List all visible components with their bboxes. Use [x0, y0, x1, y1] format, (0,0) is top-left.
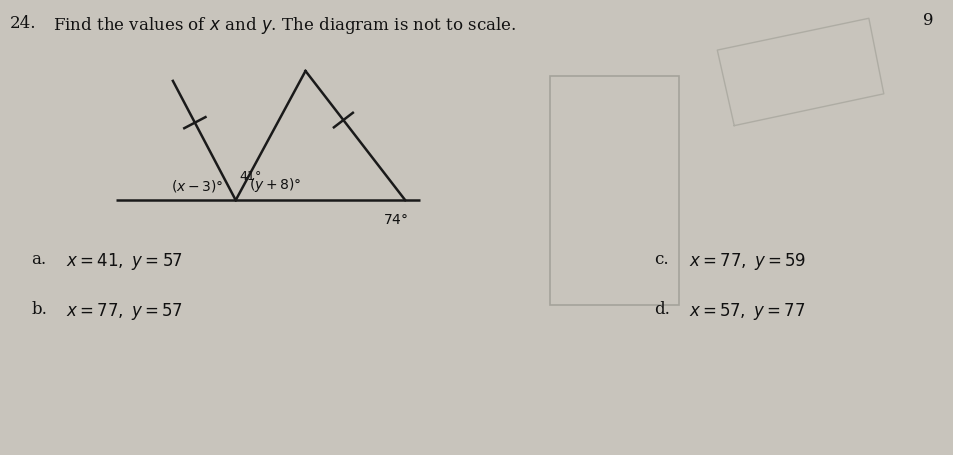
Text: Find the values of $x$ and $y$. The diagram is not to scale.: Find the values of $x$ and $y$. The diag…: [53, 15, 516, 36]
Text: $74°$: $74°$: [382, 212, 408, 227]
Text: $x = 77,\ y = 57$: $x = 77,\ y = 57$: [66, 300, 182, 321]
Text: d.: d.: [654, 300, 670, 317]
Text: c.: c.: [654, 250, 668, 267]
Text: b.: b.: [31, 300, 47, 317]
Text: 24.: 24.: [10, 15, 36, 32]
Text: $x = 77,\ y = 59$: $x = 77,\ y = 59$: [689, 250, 805, 271]
Text: $(y+8)°$: $(y+8)°$: [249, 176, 301, 194]
Text: $(x-3)°$: $(x-3)°$: [171, 178, 224, 194]
Text: a.: a.: [31, 250, 47, 267]
Text: $x = 41,\ y = 57$: $x = 41,\ y = 57$: [66, 250, 182, 271]
Bar: [549, 77, 679, 305]
Text: 9: 9: [923, 12, 933, 29]
Text: $x = 57,\ y = 77$: $x = 57,\ y = 77$: [689, 300, 804, 321]
Text: $41°$: $41°$: [238, 170, 261, 183]
